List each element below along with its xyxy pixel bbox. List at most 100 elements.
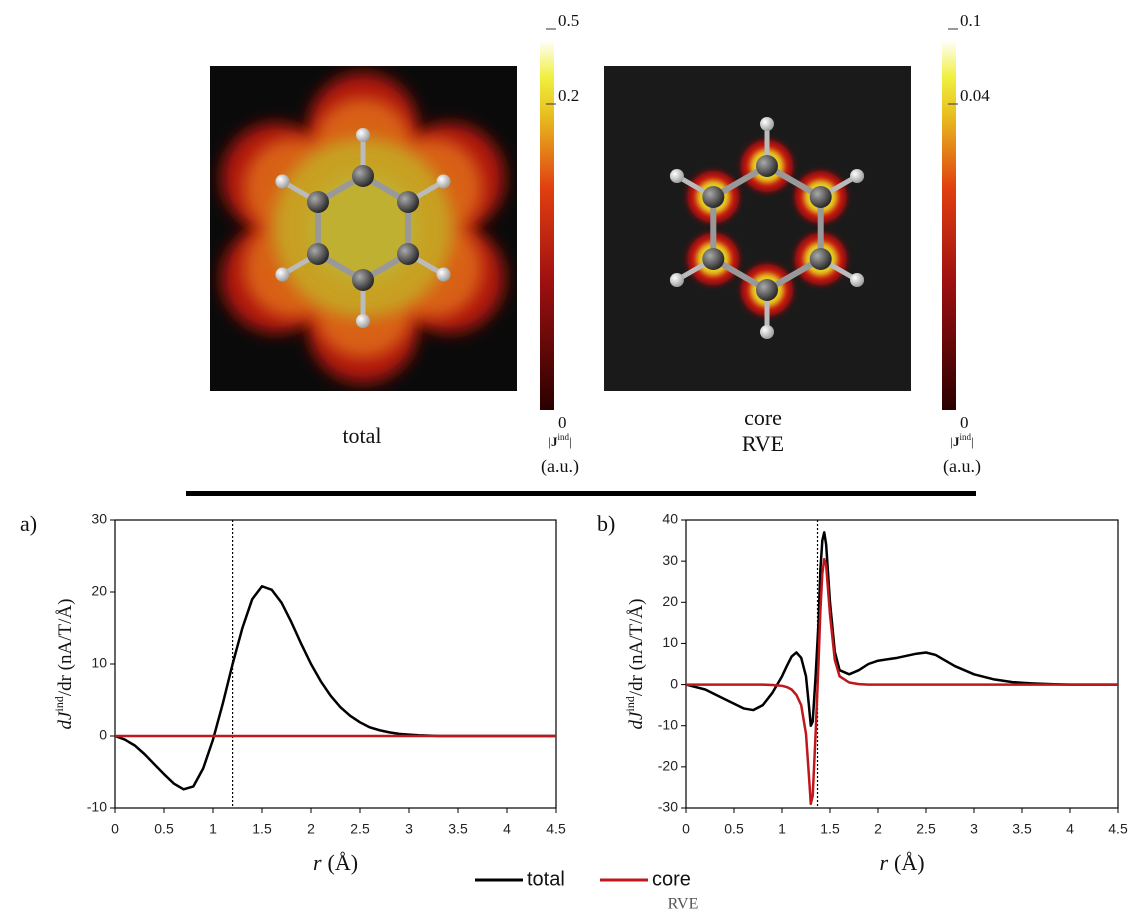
- legend-label: core: [652, 868, 691, 890]
- colorbar-tick-label: 0.2: [558, 86, 579, 105]
- colorbar-tick-label: 0.5: [558, 11, 579, 30]
- separator: [186, 491, 976, 496]
- legend-note: RVE: [668, 896, 699, 913]
- hydrogen-atom: [850, 273, 865, 287]
- colorbar: [540, 40, 554, 410]
- y-tick-label: 0: [670, 675, 678, 691]
- y-tick-label: 30: [662, 552, 678, 568]
- label-part: /dr (nA/T/Å): [626, 599, 647, 697]
- y-axis-label: dJind/dr (nA/T/Å): [52, 599, 77, 730]
- label-part: |: [569, 434, 572, 449]
- hydrogen-atom: [436, 174, 451, 189]
- x-tick-label: 1.5: [252, 821, 272, 837]
- legend-label: total: [527, 868, 565, 890]
- x-tick-label: 1.5: [820, 821, 840, 837]
- panel-label: b): [597, 511, 615, 536]
- colorbar-tick-label: 0.04: [960, 86, 990, 105]
- hydrogen-atom: [356, 314, 370, 328]
- y-tick-label: -30: [658, 799, 678, 815]
- colorbar-tick-label: 0: [558, 413, 567, 432]
- x-tick-label: 0: [111, 821, 119, 837]
- x-tick-label: 3: [970, 821, 978, 837]
- map-label: total: [342, 423, 381, 448]
- label-part: |: [950, 434, 953, 449]
- colorbar-unit: (a.u.): [943, 456, 981, 477]
- label-part: ind: [52, 696, 66, 711]
- x-tick-label: 4.5: [546, 821, 566, 837]
- data-line: [686, 557, 1118, 806]
- hydrogen-atom: [760, 325, 774, 339]
- label-part: dJ: [55, 710, 76, 730]
- carbon-atom: [756, 155, 778, 177]
- carbon-atom: [756, 279, 778, 301]
- carbon-atom: [352, 165, 374, 187]
- y-tick-label: 40: [662, 511, 678, 527]
- x-tick-label: 3: [405, 821, 413, 837]
- hydrogen-atom: [760, 117, 774, 131]
- carbon-atom: [397, 243, 420, 265]
- label-part: (Å): [328, 850, 359, 875]
- x-tick-label: 4: [1066, 821, 1074, 837]
- y-tick-label: 10: [91, 655, 107, 671]
- label-part: r: [313, 850, 322, 875]
- y-tick-label: -20: [658, 758, 678, 774]
- carbon-atom: [397, 191, 420, 213]
- label-part: |: [971, 434, 974, 449]
- y-axis-label: dJind/dr (nA/T/Å): [623, 599, 648, 730]
- label-part: /dr (nA/T/Å): [55, 599, 76, 697]
- x-tick-label: 1: [209, 821, 217, 837]
- colorbar-unit: (a.u.): [541, 456, 579, 477]
- y-tick-label: 30: [91, 511, 107, 527]
- hydrogen-atom: [669, 169, 684, 183]
- y-tick-label: 20: [91, 583, 107, 599]
- x-tick-label: 0.5: [724, 821, 744, 837]
- carbon-atom: [306, 243, 329, 265]
- label-part: ind: [959, 432, 971, 442]
- colorbar-label: |Jind|: [950, 432, 973, 449]
- data-line: [685, 531, 1118, 727]
- label-part: J: [953, 434, 960, 449]
- label-part: dJ: [626, 710, 647, 730]
- x-tick-label: 3.5: [448, 821, 468, 837]
- x-tick-label: 2.5: [350, 821, 370, 837]
- y-tick-label: -10: [658, 716, 678, 732]
- x-tick-label: 0.5: [154, 821, 174, 837]
- y-tick-label: 20: [662, 593, 678, 609]
- y-tick-label: 10: [662, 634, 678, 650]
- y-tick-label: -10: [87, 799, 107, 815]
- carbon-atom: [702, 248, 725, 270]
- map-label: core: [744, 405, 782, 430]
- colorbar-tick-label: 0.1: [960, 11, 981, 30]
- x-axis-label: r (Å): [313, 850, 358, 875]
- current-density-map: [221, 73, 505, 383]
- carbon-atom: [702, 186, 725, 208]
- carbon-atom: [306, 191, 329, 213]
- x-tick-label: 3.5: [1012, 821, 1032, 837]
- map-sublabel: RVE: [742, 431, 784, 456]
- x-tick-label: 1: [778, 821, 786, 837]
- map-background: [604, 66, 911, 391]
- x-tick-label: 0: [682, 821, 690, 837]
- x-tick-label: 4: [503, 821, 511, 837]
- label-part: |: [548, 434, 551, 449]
- x-tick-label: 4.5: [1108, 821, 1128, 837]
- colorbar-tick-label: 0: [960, 413, 969, 432]
- label-part: (Å): [894, 850, 925, 875]
- density-core: [308, 173, 418, 283]
- hydrogen-atom: [669, 273, 684, 287]
- y-tick-label: 0: [99, 727, 107, 743]
- plot-frame: [114, 519, 557, 809]
- label-part: ind: [623, 696, 637, 711]
- label-part: J: [551, 434, 558, 449]
- data-line: [114, 584, 556, 791]
- hydrogen-atom: [275, 174, 290, 189]
- label-part: r: [879, 850, 888, 875]
- hydrogen-atom: [356, 128, 370, 142]
- x-tick-label: 2.5: [916, 821, 936, 837]
- panel-label: a): [20, 511, 37, 536]
- colorbar: [942, 40, 956, 410]
- colorbar-label: |Jind|: [548, 432, 571, 449]
- hydrogen-atom: [436, 267, 451, 282]
